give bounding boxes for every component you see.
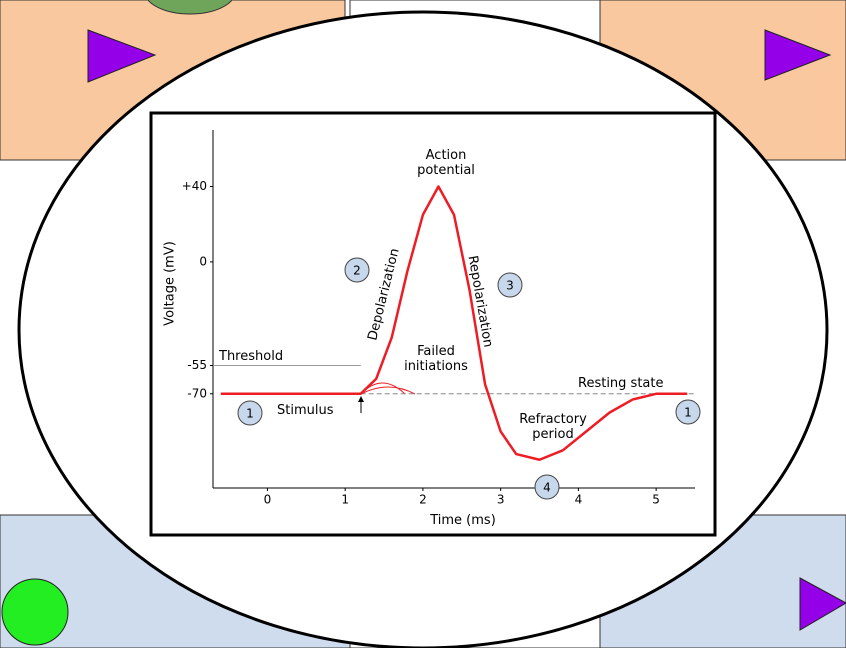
board: +40 0 -55 -70 0 1 2 3 4 5 1 2 3 4 1 bbox=[0, 0, 846, 648]
annotation: Threshold bbox=[219, 349, 283, 364]
step-number: 2 bbox=[353, 264, 361, 278]
annotation: Stimulus bbox=[277, 403, 334, 418]
step-number: 3 bbox=[506, 279, 514, 293]
y-tick-label: -70 bbox=[187, 386, 207, 400]
x-tick-label: 4 bbox=[575, 493, 583, 507]
game-screen: +40 0 -55 -70 0 1 2 3 4 5 1 2 3 4 1 Action potential T… bbox=[0, 0, 846, 648]
x-tick-label: 3 bbox=[497, 493, 505, 507]
x-tick-label: 1 bbox=[341, 493, 349, 507]
annotation: Action potential bbox=[400, 148, 492, 178]
x-tick-label: 5 bbox=[652, 493, 660, 507]
step-number: 1 bbox=[246, 407, 254, 421]
annotation: Resting state bbox=[578, 376, 663, 391]
y-tick-label: 0 bbox=[199, 254, 207, 268]
y-axis-label: Voltage (mV) bbox=[163, 229, 178, 339]
step-number: 1 bbox=[684, 406, 692, 420]
step-number: 4 bbox=[543, 481, 551, 495]
x-tick-label: 2 bbox=[419, 493, 427, 507]
annotation: Failed initiations bbox=[393, 344, 479, 374]
x-axis-label: Time (ms) bbox=[410, 513, 516, 528]
y-tick-label: +40 bbox=[182, 179, 207, 193]
y-tick-label: -55 bbox=[187, 358, 207, 372]
x-tick-label: 0 bbox=[264, 493, 272, 507]
annotation: Refractory period bbox=[505, 412, 601, 442]
piece[interactable] bbox=[2, 579, 68, 645]
